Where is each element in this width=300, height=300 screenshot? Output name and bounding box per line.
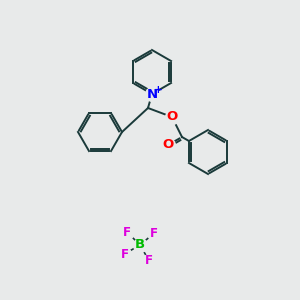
Text: F: F <box>145 254 153 267</box>
Text: O: O <box>167 110 178 124</box>
Text: F: F <box>123 226 131 239</box>
Text: +: + <box>154 85 162 95</box>
Text: O: O <box>162 139 174 152</box>
Text: B: B <box>135 238 145 251</box>
Text: F: F <box>150 227 158 240</box>
Text: F: F <box>120 248 128 260</box>
Text: N: N <box>146 88 158 100</box>
